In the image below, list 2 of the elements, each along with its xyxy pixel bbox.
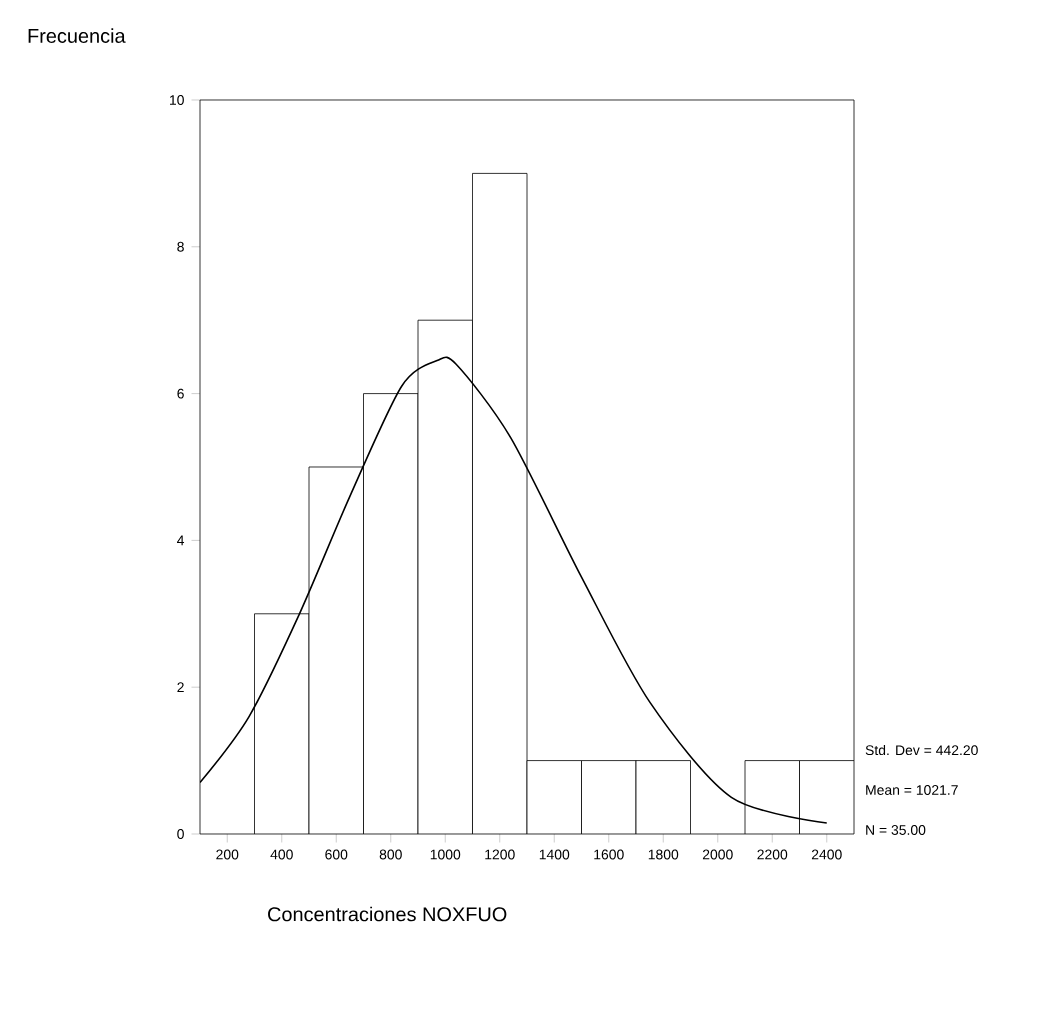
y-axis-title: Frecuencia [28,28,126,43]
x-axis-title: Concentraciones NOXFUO [268,906,507,922]
